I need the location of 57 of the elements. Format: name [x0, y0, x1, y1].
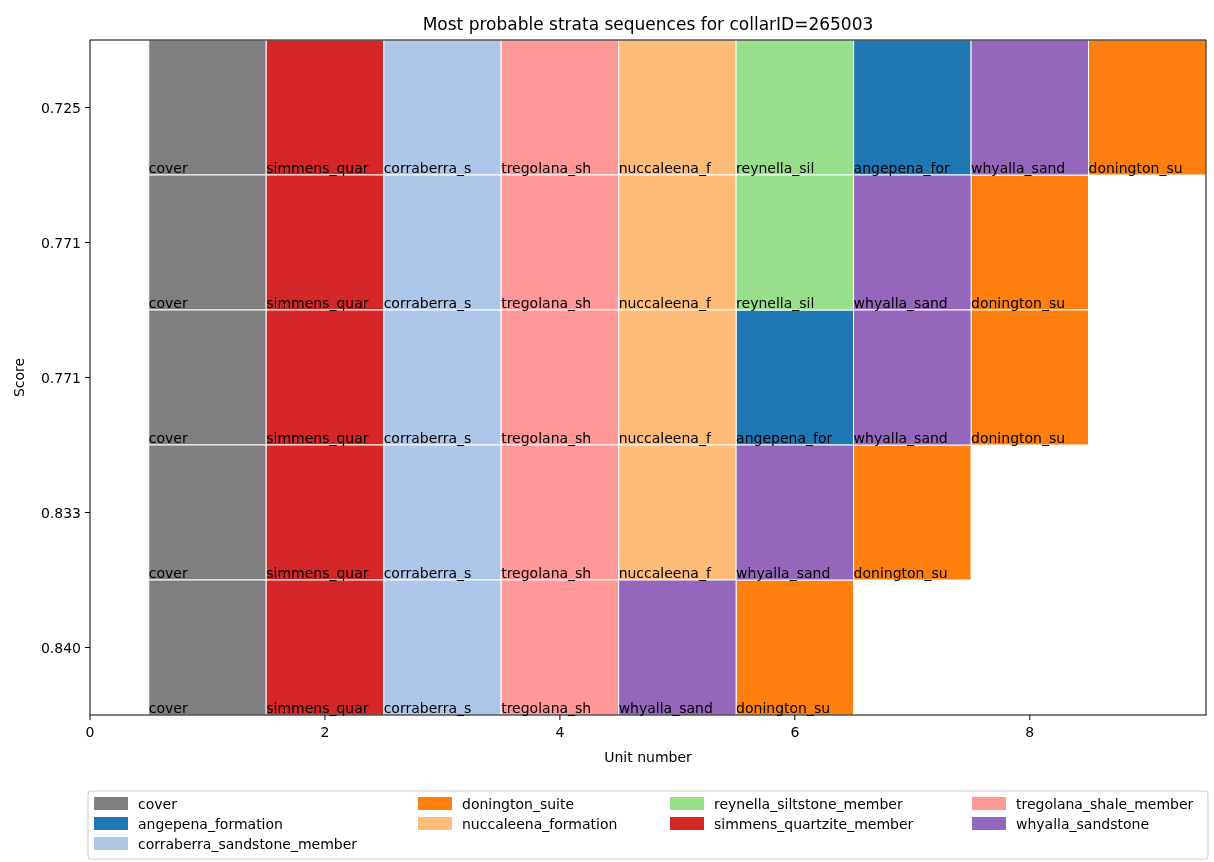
data-label: simmens_quar [266, 700, 369, 716]
data-label: angepena_for [853, 160, 950, 176]
chart-title: Most probable strata sequences for collarID=265003 [422, 14, 874, 34]
y-tick-label: 0.771 [40, 234, 81, 251]
data-label: nuccaleena_f [618, 160, 712, 176]
data-label: corraberra_s [383, 700, 472, 716]
data-label: cover [148, 295, 188, 311]
legend-label: angepena_formation [138, 816, 283, 832]
x-tick-label: 4 [555, 724, 565, 740]
data-label: corraberra_s [383, 430, 472, 446]
data-label: whyalla_sand [971, 160, 1066, 176]
legend-label: cover [138, 796, 178, 812]
data-label: cover [148, 430, 188, 446]
data-label: corraberra_s [383, 295, 472, 311]
legend-label: simmens_quartzite_member [714, 816, 914, 832]
data-label: cover [148, 160, 188, 176]
data-label: nuccaleena_f [618, 295, 712, 311]
data-label: simmens_quar [266, 295, 369, 311]
legend-label: tregolana_shale_member [1016, 796, 1194, 812]
x-tick-label: 2 [320, 724, 330, 740]
x-tick-label: 0 [85, 724, 95, 740]
x-tick-label: 8 [1025, 724, 1035, 740]
legend-label: donington_suite [462, 796, 575, 812]
data-label: reynella_sil [736, 160, 815, 176]
legend-label: whyalla_sandstone [1016, 816, 1150, 832]
data-label: angepena_for [736, 430, 833, 446]
data-label: tregolana_sh [501, 295, 592, 311]
data-label: tregolana_sh [501, 700, 592, 716]
data-label: tregolana_sh [501, 430, 592, 446]
legend-label: nuccaleena_formation [462, 816, 618, 832]
y-axis-title: Score [11, 357, 27, 398]
data-label: tregolana_sh [501, 565, 592, 581]
legend-label: reynella_siltstone_member [714, 796, 903, 812]
y-tick-label: 0.771 [40, 369, 81, 386]
x-axis-title: Unit number [604, 749, 693, 765]
data-label: corraberra_s [383, 565, 472, 581]
data-label: tregolana_sh [501, 160, 592, 176]
legend-label: corraberra_sandstone_member [138, 836, 358, 852]
data-label: cover [148, 700, 188, 716]
data-label: donington_su [1088, 160, 1183, 176]
data-label: simmens_quar [266, 160, 369, 176]
y-tick-label: 0.840 [40, 639, 81, 656]
data-label: nuccaleena_f [618, 430, 712, 446]
data-label: whyalla_sand [853, 295, 948, 311]
data-label: corraberra_s [383, 160, 472, 176]
data-label: simmens_quar [266, 430, 369, 446]
y-tick-label: 0.725 [40, 99, 81, 116]
data-label: whyalla_sand [853, 430, 948, 446]
data-label: whyalla_sand [618, 700, 713, 716]
data-label: cover [148, 565, 188, 581]
x-tick-label: 6 [790, 724, 800, 740]
data-label: whyalla_sand [736, 565, 831, 581]
data-label: reynella_sil [736, 295, 815, 311]
data-label: donington_su [853, 565, 948, 581]
y-tick-label: 0.833 [40, 504, 81, 521]
data-label: nuccaleena_f [618, 565, 712, 581]
data-label: simmens_quar [266, 565, 369, 581]
